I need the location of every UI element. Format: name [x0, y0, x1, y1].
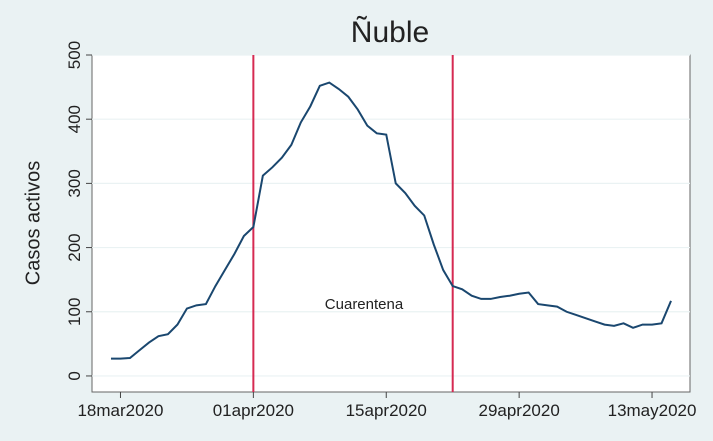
y-tick-label: 500 [65, 41, 84, 69]
annotation: Cuarentena [325, 296, 404, 313]
x-tick-label: 15apr2020 [346, 401, 427, 420]
y-tick-label: 200 [65, 233, 84, 261]
y-tick-label: 400 [65, 105, 84, 133]
x-tick-label: 01apr2020 [213, 401, 294, 420]
y-tick-label: 100 [65, 298, 84, 326]
x-tick-label: 18mar2020 [77, 401, 163, 420]
x-tick-label: 29apr2020 [478, 401, 559, 420]
x-tick-label: 13may2020 [608, 401, 697, 420]
y-tick-label: 0 [65, 371, 84, 380]
plot-area [91, 54, 691, 393]
y-tick-label: 300 [65, 169, 84, 197]
chart-title: Ñuble [351, 15, 429, 49]
data-line [110, 81, 672, 360]
y-axis-label: Casos activos [22, 161, 44, 286]
